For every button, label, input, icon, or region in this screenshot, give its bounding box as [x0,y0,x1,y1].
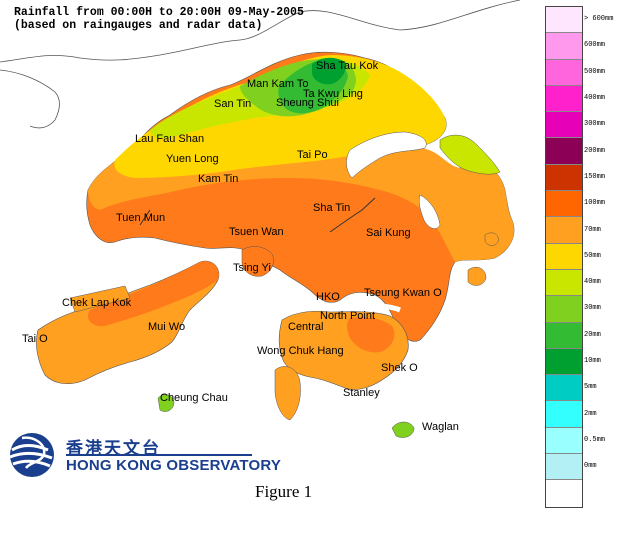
legend-label: 300mm [584,120,606,129]
hko-logo-divider [66,454,252,456]
place-tsuen-wan: Tsuen Wan [229,226,284,238]
figure-caption: Figure 1 [255,482,313,501]
legend-swatch [546,401,582,428]
place-wong-chuk-hang: Wong Chuk Hang [257,345,344,357]
place-man-kam-to: Man Kam To [247,78,309,90]
legend-swatch [546,375,582,402]
legend-label: 400mm [584,94,606,103]
place-sha-tau-kok: Sha Tau Kok [316,60,379,72]
place-sai-kung: Sai Kung [366,227,411,239]
rain-zone-10mm [312,57,346,85]
legend-swatch [546,322,582,349]
shenzhen-bay-coast [0,69,60,129]
legend-swatch [546,164,582,192]
place-stanley: Stanley [343,387,380,399]
place-san-tin: San Tin [214,98,252,110]
place-tsing-yi: Tsing Yi [233,262,271,274]
hko-logo-icon [9,433,54,477]
place-tai-o: Tai O [22,333,48,345]
mainland-coastline [0,0,521,63]
place-tuen-mun: Tuen Mun [116,212,166,224]
legend-label: 40mm [584,278,601,287]
chek-lap-kok-island [69,285,131,313]
place-tseung-kwan-o: Tseung Kwan O [364,287,442,299]
legend-swatch [546,427,582,455]
place-cheung-chau: Cheung Chau [160,392,228,404]
sai-kung-north-peninsula [439,134,501,175]
legend-label: 0.5mm [584,435,606,444]
place-hko: HKO [316,291,340,303]
legend-swatch [546,85,582,113]
legend-label: 150mm [584,172,606,181]
place-yuen-long: Yuen Long [166,153,219,165]
place-shek-o: Shek O [381,362,418,374]
legend-swatch [546,348,582,376]
legend-label: 100mm [584,199,606,208]
legend-swatch [546,243,582,270]
lamma-island [274,366,301,421]
hk-island-east-rain [347,317,395,353]
tsing-yi-island [241,246,274,277]
legend-swatch [546,138,582,165]
rainfall-legend [545,6,583,508]
legend-swatch [546,480,582,507]
place-waglan: Waglan [422,421,459,433]
legend-swatch [546,296,582,323]
sai-kung-islands [467,232,499,286]
place-kam-tin: Kam Tin [198,173,239,185]
legend-swatch [546,454,582,481]
cheung-chau-island [157,394,175,412]
lantau-north-rain [87,261,219,327]
map-subtitle: (based on raingauges and radar data) [14,19,263,32]
place-chek-lap-kok: Chek Lap Kok [62,297,132,309]
map-title: Rainfall from 00:00H to 20:00H 09-May-20… [14,6,304,19]
place-sheung-shui: Sheung Shui [276,97,339,109]
place-ta-kwu-ling: Ta Kwu Ling [303,88,363,100]
legend-label: 2mm [584,409,597,418]
legend-label: 5mm [584,383,597,392]
tuen-mun-river [139,209,151,226]
place-lau-fau-shan: Lau Fau Shan [135,133,205,145]
legend-label: 50mm [584,251,601,260]
port-shelter [418,194,441,229]
place-sha-tin: Sha Tin [313,202,351,214]
legend-label: > 600mm [584,15,614,24]
place-tai-po: Tai Po [297,149,328,161]
legend-label: 30mm [584,304,601,313]
legend-label: 20mm [584,330,601,339]
place-mui-wo: Mui Wo [148,321,186,333]
legend-swatch [546,7,582,34]
shing-mun-river [329,197,376,233]
place-north-point: North Point [320,310,376,322]
tolo-harbour [346,131,427,179]
victoria-harbour [279,297,401,313]
hko-logo-english: HONG KONG OBSERVATORY [66,457,282,474]
legend-label: 500mm [584,67,606,76]
legend-label: 600mm [584,41,606,50]
rainfall-map [0,0,521,438]
legend-swatch [546,217,582,244]
legend-label: 200mm [584,146,606,155]
legend-label: 0mm [584,462,597,471]
po-toi-island [391,421,415,438]
legend-swatch [546,33,582,60]
legend-label: 70mm [584,225,601,234]
place-central: Central [288,321,324,333]
legend-label: 10mm [584,357,601,366]
legend-swatch [546,112,582,139]
legend-swatch [546,191,582,218]
legend-swatch [546,269,582,297]
legend-swatch [546,59,582,86]
